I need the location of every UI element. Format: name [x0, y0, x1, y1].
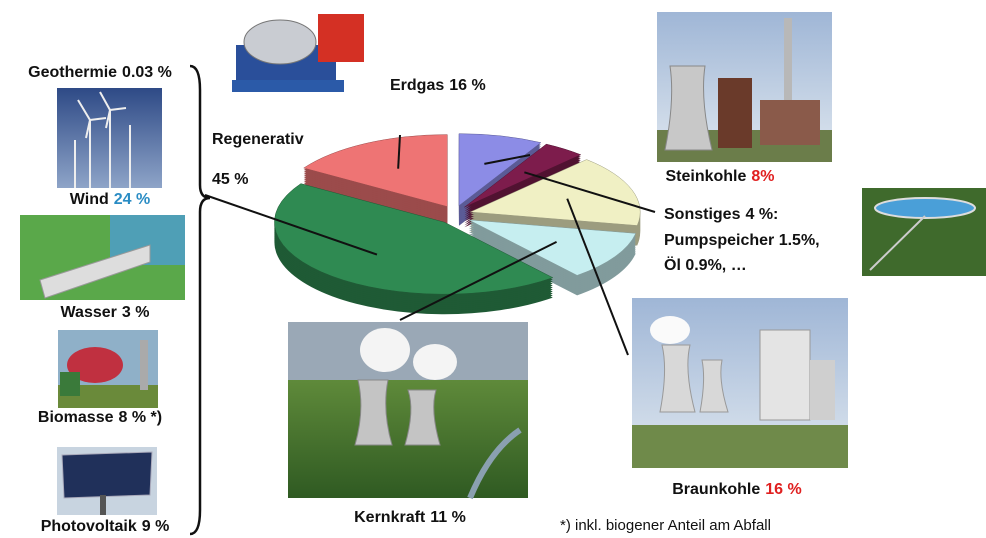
- photo-erdgas: [232, 14, 364, 92]
- photo-steinkohle: [657, 12, 832, 162]
- bracket: [190, 66, 210, 534]
- value-label: 45 %: [212, 171, 248, 188]
- value-label: 4 %:: [745, 206, 778, 223]
- slice-label: Regenerativ: [212, 131, 304, 148]
- breakdown-label: Biomasse 8 % *): [38, 409, 162, 426]
- value-label: 11 %: [430, 509, 466, 526]
- breakdown-value: 0.03 %: [122, 64, 172, 81]
- photo-pumpspeicher: [862, 188, 986, 276]
- slice-label: Erdgas 16 %: [390, 77, 486, 94]
- breakdown-label: Geothermie 0.03 %: [28, 64, 172, 81]
- photo-braunkohle: [632, 298, 848, 468]
- category-name: Erdgas: [390, 77, 444, 94]
- page: {"chart_data": {"type": "pie", "categori…: [0, 0, 986, 538]
- breakdown-label: Wasser 3 %: [61, 304, 150, 321]
- detail-label: Öl 0.9%, …: [664, 255, 747, 274]
- chart: *) inkl. biogener Anteil am Abfall Stein…: [0, 0, 986, 538]
- breakdown-value: 9 %: [142, 518, 170, 535]
- value-label: 16 %: [765, 481, 801, 498]
- breakdown-label: Photovoltaik 9 %: [41, 518, 170, 535]
- breakdown-name: Photovoltaik: [41, 518, 137, 535]
- category-name: Braunkohle: [672, 481, 760, 498]
- breakdown-label: Wind 24 %: [70, 191, 150, 208]
- category-name: Sonstiges: [664, 206, 741, 223]
- breakdown-value: 3 %: [122, 304, 150, 321]
- photo-photovoltaik: [57, 447, 157, 515]
- slice-label: Braunkohle 16 %: [672, 481, 801, 498]
- breakdown-value: 8 % *): [119, 409, 163, 426]
- category-name: Steinkohle: [665, 168, 746, 185]
- photo-biomasse: [58, 330, 158, 408]
- value-label: 8%: [751, 168, 774, 185]
- footnote: *) inkl. biogener Anteil am Abfall: [560, 517, 771, 534]
- photo-kernkraft: [288, 322, 528, 498]
- breakdown-name: Wind: [70, 191, 109, 208]
- detail-label: Pumpspeicher 1.5%,: [664, 232, 820, 249]
- breakdown-name: Wasser: [61, 304, 117, 321]
- value-label: 16 %: [449, 77, 485, 94]
- breakdown-name: Biomasse: [38, 409, 114, 426]
- slice-label: Steinkohle 8%: [665, 168, 774, 185]
- photo-wind: [57, 88, 162, 188]
- breakdown-name: Geothermie: [28, 64, 117, 81]
- category-name: Kernkraft: [354, 509, 426, 526]
- breakdown-value: 24 %: [114, 191, 150, 208]
- photo-wasser: [20, 215, 185, 300]
- category-name: Regenerativ: [212, 131, 304, 148]
